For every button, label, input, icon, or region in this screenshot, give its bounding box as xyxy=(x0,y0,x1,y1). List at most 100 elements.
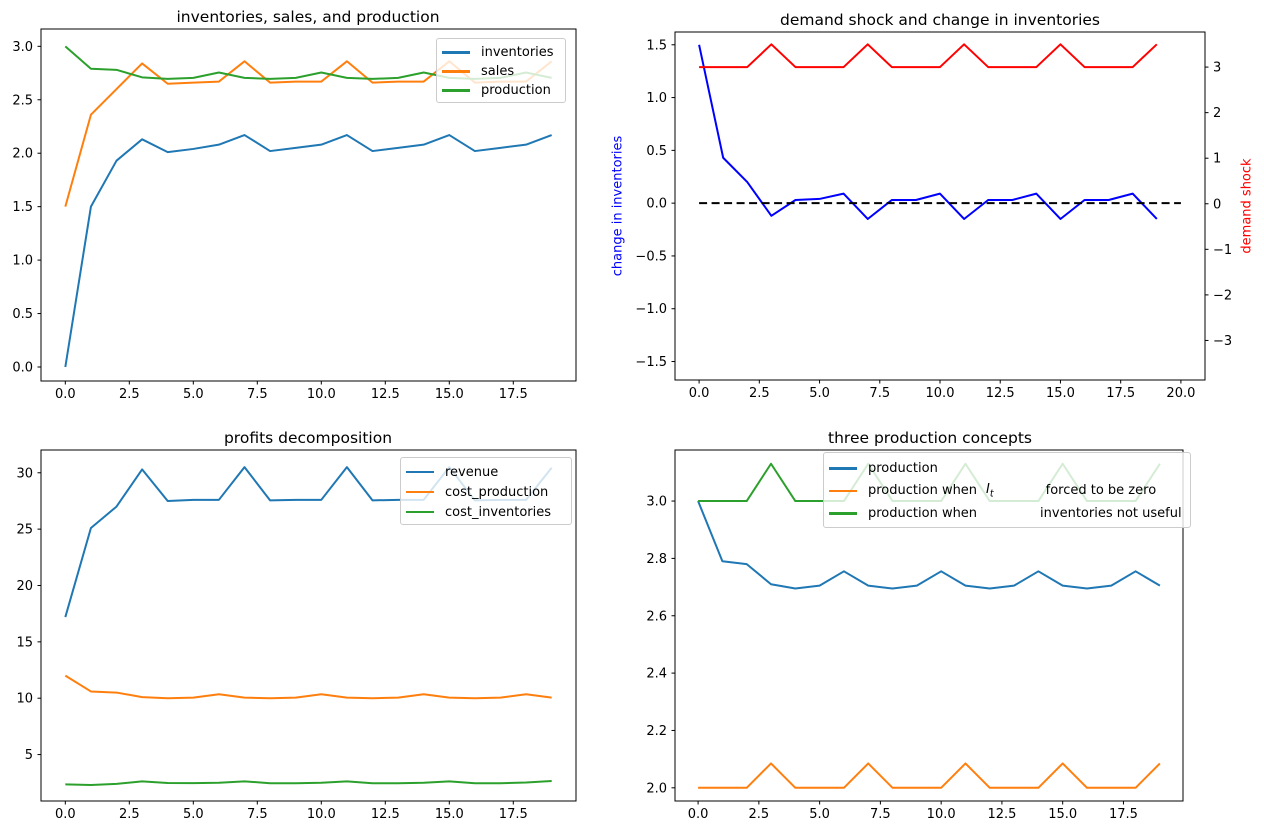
y-tick-label: 2.4 xyxy=(646,667,667,682)
series-demand-shock-line xyxy=(699,43,1158,69)
x-tick-label: 0.0 xyxy=(688,807,709,822)
series-production-line xyxy=(697,500,1161,590)
series-cost-inventories-line xyxy=(65,780,552,786)
legend-line-sample xyxy=(442,51,470,54)
legend-line-sample xyxy=(406,490,434,494)
y-tick-label: −1.0 xyxy=(635,302,667,317)
x-tick-label: 17.5 xyxy=(1106,386,1135,401)
y-tick-label: 0.0 xyxy=(12,360,33,375)
y-tick-right-label: −3 xyxy=(1213,334,1232,349)
y-tick-label: 2.6 xyxy=(646,609,667,624)
y-tick-right-label: 0 xyxy=(1213,197,1221,212)
y-tick-label: 5 xyxy=(25,748,33,763)
legend-label: production when xyxy=(868,483,978,499)
subplot-inventories-sales-production: 0.0 2.5 5.0 7.5 10.0 12.5 15.0 17.5 0.0 0.5 1.0 1.5… xyxy=(12,28,577,402)
y-tick-label: −0.5 xyxy=(635,249,667,264)
ylabel-change-in-inventories: change in inventories xyxy=(610,135,626,277)
y-tick-label: 0.5 xyxy=(12,307,33,322)
y-tick-label: 0.5 xyxy=(646,144,667,159)
x-tick-label: 2.5 xyxy=(119,387,140,402)
x-tick-label: 2.5 xyxy=(749,807,770,822)
legend-line-sample xyxy=(829,512,857,515)
y-tick-label: 3.0 xyxy=(12,40,33,55)
legend-line-sample xyxy=(406,470,434,474)
legend-row: revenue xyxy=(406,462,563,482)
series-production-when-i-t-forced-to-be-zero-line xyxy=(698,762,1161,789)
legend-label-math: It xyxy=(986,482,994,500)
axes-frame xyxy=(40,449,577,802)
x-tick-label: 0.0 xyxy=(689,386,710,401)
legend-label: cost_inventories xyxy=(445,504,552,520)
x-tick-label: 5.0 xyxy=(183,387,204,402)
legend-label: forced to be zero xyxy=(1045,483,1157,499)
y-tick-label: 1.0 xyxy=(646,91,667,106)
legend-label-subscript: t xyxy=(989,488,994,500)
x-tick-label: 15.0 xyxy=(435,807,464,822)
legend-line-sample xyxy=(442,89,470,92)
y-tick-label: 2.0 xyxy=(12,147,33,162)
title-demand-shock-change-inventories: demand shock and change in inventories xyxy=(780,11,1100,29)
legend-label: sales xyxy=(481,64,515,79)
legend-row: production when It forced to be zero xyxy=(829,480,1182,503)
legend-label: inventories not useful xyxy=(1040,506,1182,522)
x-tick-label: 12.5 xyxy=(371,387,400,402)
x-tick-label: 0.0 xyxy=(55,807,76,822)
x-tick-label: 10.0 xyxy=(307,807,336,822)
x-tick-label: 10.0 xyxy=(927,807,956,822)
x-tick-label: 10.0 xyxy=(307,387,336,402)
title-inventories-sales-production: inventories, sales, and production xyxy=(176,8,440,26)
subplot-profits-decomposition: 0.0 2.5 5.0 7.5 10.0 12.5 15.0 17.5 5 10 15 20 25 30 xyxy=(16,449,577,822)
axes-frame xyxy=(40,28,577,382)
x-tick-label: 7.5 xyxy=(247,807,268,822)
x-tick-label: 7.5 xyxy=(870,807,891,822)
x-tick-label: 7.5 xyxy=(869,386,890,401)
title-profits-decomposition: profits decomposition xyxy=(223,429,393,447)
x-tick-label: 12.5 xyxy=(986,386,1015,401)
legend-line-sample xyxy=(829,489,857,493)
series-change-in-inventories-line xyxy=(698,44,1158,220)
axes-frame xyxy=(674,31,1206,381)
y-tick-right-label: −2 xyxy=(1213,288,1232,303)
x-tick-label: 5.0 xyxy=(809,807,830,822)
legend-line-sample xyxy=(829,467,857,470)
y-tick-label: 30 xyxy=(16,466,33,481)
legend-label: inventories xyxy=(481,45,554,60)
x-tick-label: 17.5 xyxy=(499,387,528,402)
series-inventories-line xyxy=(64,134,553,368)
y-tick-label: 1.0 xyxy=(12,254,33,269)
y-tick-label: 2.8 xyxy=(646,552,667,567)
y-tick-label: 10 xyxy=(16,692,33,707)
legend-label: revenue xyxy=(445,464,499,480)
legend-row: production when inventories not useful xyxy=(829,502,1182,525)
subplot-three-production-concepts: 0.0 2.5 5.0 7.5 10.0 12.5 15.0 17.5 2.0 2.2 2.4 2.6… xyxy=(646,449,1184,822)
legend-label: production xyxy=(481,83,551,98)
x-tick-label: 5.0 xyxy=(809,386,830,401)
legend-label: production xyxy=(868,460,938,476)
legend-row: cost_inventories xyxy=(406,502,563,522)
y-tick-label: −1.5 xyxy=(635,355,667,370)
x-tick-label: 17.5 xyxy=(1109,807,1138,822)
x-tick-label: 12.5 xyxy=(987,807,1016,822)
legend-inventories-sales-production: inventories sales production xyxy=(436,38,566,103)
y-tick-label: 3.0 xyxy=(646,495,667,510)
legend-line-sample xyxy=(442,70,470,73)
series-cost-production-line xyxy=(64,674,552,700)
x-tick-label: 17.5 xyxy=(499,807,528,822)
y-tick-label: 15 xyxy=(16,635,33,650)
y-tick-label: 2.5 xyxy=(12,93,33,108)
y-tick-label: 0.0 xyxy=(646,197,667,212)
legend-profits-decomposition: revenue cost_production cost_inventories xyxy=(400,457,572,525)
y-tick-label: 1.5 xyxy=(646,38,667,53)
y-tick-label: 20 xyxy=(16,579,33,594)
y-tick-label: 1.5 xyxy=(12,200,33,215)
x-tick-label: 0.0 xyxy=(55,387,76,402)
y-tick-right-label: −1 xyxy=(1213,243,1232,258)
legend-row: production xyxy=(442,81,557,100)
legend-line-sample xyxy=(406,510,434,514)
subplot-demand-shock-change-inventories: 0.0 2.5 5.0 7.5 10.0 12.5 15.0 17.5 20.0−1.5−1.0… xyxy=(635,31,1232,401)
x-tick-label: 2.5 xyxy=(119,807,140,822)
legend-row: cost_production xyxy=(406,482,563,502)
legend-label: production when xyxy=(868,506,978,522)
legend-row: production xyxy=(829,457,1182,480)
